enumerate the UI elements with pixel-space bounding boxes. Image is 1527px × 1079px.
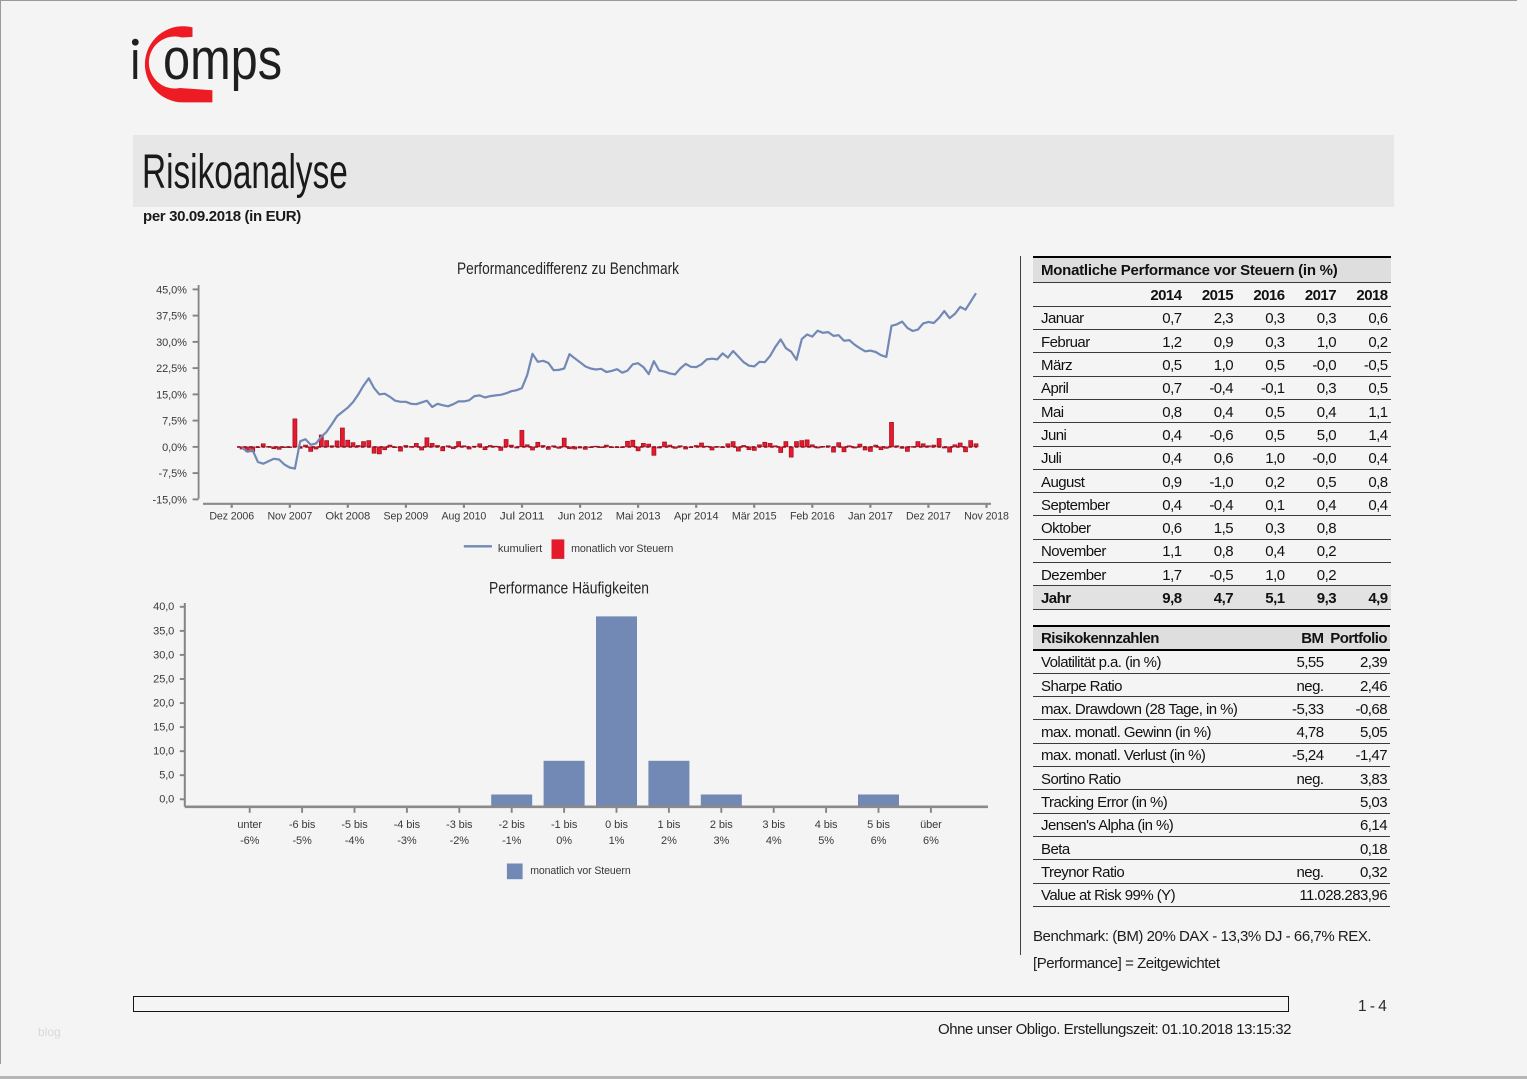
svg-text:2 bis: 2 bis [710,819,733,831]
svg-text:7,5%: 7,5% [162,416,187,428]
svg-text:-7,5%: -7,5% [159,468,188,480]
svg-text:Sep 2009: Sep 2009 [384,511,429,523]
svg-text:Jul 2011: Jul 2011 [500,511,545,523]
svg-text:Apr 2014: Apr 2014 [674,511,719,523]
svg-text:unter: unter [237,819,262,831]
svg-text:-4 bis: -4 bis [394,819,421,831]
svg-text:-2%: -2% [450,835,470,847]
svg-text:4%: 4% [766,835,782,847]
svg-text:monatlich vor Steuern: monatlich vor Steuern [571,543,673,555]
svg-text:-5%: -5% [292,835,312,847]
svg-text:über: über [920,819,942,831]
svg-text:4 bis: 4 bis [815,819,838,831]
svg-text:10,0: 10,0 [153,746,174,758]
svg-text:Aug 2010: Aug 2010 [442,511,487,523]
svg-text:Nov 2007: Nov 2007 [267,511,312,523]
svg-text:Okt 2008: Okt 2008 [325,511,370,523]
svg-text:30,0%: 30,0% [156,337,187,349]
svg-text:0 bis: 0 bis [605,819,628,831]
svg-text:-6%: -6% [240,835,260,847]
svg-text:30,0: 30,0 [153,649,174,661]
svg-text:-1%: -1% [502,835,522,847]
svg-text:0,0%: 0,0% [162,442,187,454]
svg-text:Dez 2006: Dez 2006 [209,511,254,523]
svg-text:1%: 1% [609,835,625,847]
svg-text:-3%: -3% [397,835,417,847]
svg-text:Mai 2013: Mai 2013 [616,511,661,523]
svg-text:0,0: 0,0 [159,794,174,806]
svg-text:-3 bis: -3 bis [446,819,473,831]
svg-text:Jun 2012: Jun 2012 [558,511,603,523]
svg-text:5,0: 5,0 [159,770,174,782]
svg-text:-6 bis: -6 bis [289,819,316,831]
svg-text:20,0: 20,0 [153,698,174,710]
svg-text:Dez 2017: Dez 2017 [906,511,951,523]
svg-text:Jan 2017: Jan 2017 [848,511,893,523]
svg-text:Performancedifferenz zu Benchm: Performancedifferenz zu Benchmark [457,260,680,278]
svg-text:3%: 3% [713,835,729,847]
svg-text:6%: 6% [871,835,887,847]
svg-text:1 bis: 1 bis [658,819,681,831]
svg-text:40,0: 40,0 [153,601,174,613]
svg-text:37,5%: 37,5% [156,311,187,323]
svg-text:Performance Häufigkeiten: Performance Häufigkeiten [489,580,649,598]
svg-text:omps: omps [163,28,282,92]
svg-text:kumuliert: kumuliert [498,543,542,555]
svg-text:6%: 6% [923,835,939,847]
svg-text:45,0%: 45,0% [156,284,187,296]
svg-text:22,5%: 22,5% [156,363,187,375]
svg-text:Feb 2016: Feb 2016 [790,511,835,523]
svg-text:-2 bis: -2 bis [499,819,526,831]
svg-text:-15,0%: -15,0% [153,494,188,506]
svg-text:2%: 2% [661,835,677,847]
svg-text:monatlich vor Steuern: monatlich vor Steuern [530,865,630,877]
svg-text:5%: 5% [818,835,834,847]
svg-text:-1 bis: -1 bis [551,819,578,831]
svg-text:-4%: -4% [345,835,365,847]
svg-text:25,0: 25,0 [153,673,174,685]
svg-text:35,0: 35,0 [153,625,174,637]
svg-text:15,0: 15,0 [153,722,174,734]
svg-text:Mär 2015: Mär 2015 [732,511,777,523]
svg-text:-5 bis: -5 bis [341,819,368,831]
svg-text:Nov 2018: Nov 2018 [964,511,1009,523]
svg-text:0%: 0% [556,835,572,847]
svg-text:15,0%: 15,0% [156,389,187,401]
svg-text:3 bis: 3 bis [762,819,785,831]
svg-text:5 bis: 5 bis [867,819,890,831]
